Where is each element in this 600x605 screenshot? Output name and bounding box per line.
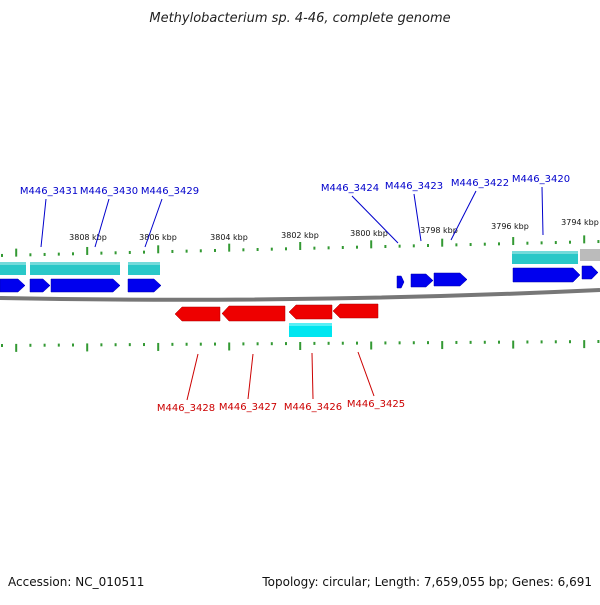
cds-forward-arrow[interactable] bbox=[50, 278, 121, 293]
cds-reverse-arrow[interactable] bbox=[174, 306, 221, 322]
accession-text: Accession: NC_010511 bbox=[8, 575, 144, 589]
scale-tick-label: 3802 kbp bbox=[281, 231, 319, 240]
cds-forward-arrow[interactable] bbox=[0, 278, 26, 293]
cds-forward-arrow[interactable] bbox=[29, 278, 51, 293]
gene-label-M446_3430[interactable]: M446_3430 bbox=[80, 186, 138, 197]
cds-reverse-arrow[interactable] bbox=[221, 305, 286, 322]
feature-block-highlight bbox=[289, 323, 332, 326]
feature-block[interactable] bbox=[128, 262, 160, 275]
cds-forward-arrow[interactable] bbox=[127, 278, 162, 293]
cds-forward-arrow[interactable] bbox=[581, 265, 599, 280]
gene-leader-line bbox=[94, 198, 110, 248]
scale-tick-label: 3800 kbp bbox=[350, 229, 388, 238]
gene-leader-line bbox=[186, 353, 199, 401]
label-leader-lines bbox=[40, 186, 544, 401]
scale-tick-label: 3798 kbp bbox=[420, 226, 458, 235]
gene-leader-line bbox=[351, 195, 399, 244]
genome-summary-text: Topology: circular; Length: 7,659,055 bp… bbox=[261, 575, 592, 589]
scale-tick-label: 3808 kbp bbox=[69, 233, 107, 242]
scale-tick-label: 3804 kbp bbox=[210, 233, 248, 242]
gene-label-M446_3428[interactable]: M446_3428 bbox=[157, 403, 215, 414]
feature-block[interactable] bbox=[0, 262, 26, 275]
feature-block-highlight bbox=[128, 262, 160, 265]
gene-leader-line bbox=[40, 198, 47, 248]
gene-label-M446_3423[interactable]: M446_3423 bbox=[385, 181, 443, 192]
cds-tracks bbox=[0, 265, 599, 322]
feature-block[interactable] bbox=[289, 323, 332, 337]
bottom-scale-ticks bbox=[1, 340, 600, 352]
gene-leader-line bbox=[357, 351, 375, 397]
gene-label-M446_3422[interactable]: M446_3422 bbox=[451, 178, 509, 189]
gene-leader-line bbox=[144, 198, 163, 248]
genome-backbone bbox=[0, 288, 600, 302]
feature-block-highlight bbox=[512, 251, 578, 254]
feature-block-highlight bbox=[30, 262, 120, 265]
map-title: Methylobacterium sp. 4-46, complete geno… bbox=[149, 11, 450, 26]
cds-forward-arrow[interactable] bbox=[433, 272, 468, 287]
gene-label-M446_3425[interactable]: M446_3425 bbox=[347, 399, 405, 410]
gene-leader-line bbox=[311, 352, 314, 400]
feature-block-highlight bbox=[0, 262, 26, 265]
scale-tick-label: 3796 kbp bbox=[491, 222, 529, 231]
feature-block[interactable] bbox=[30, 262, 120, 275]
gene-label-M446_3426[interactable]: M446_3426 bbox=[284, 402, 342, 413]
cds-reverse-arrow[interactable] bbox=[332, 303, 379, 319]
gene-leader-line bbox=[541, 186, 544, 236]
feature-block-grey[interactable] bbox=[580, 249, 600, 261]
feature-block[interactable] bbox=[512, 251, 578, 264]
cds-forward-arrow[interactable] bbox=[396, 275, 405, 289]
top-scale-ticks bbox=[1, 235, 600, 257]
cds-forward-arrow[interactable] bbox=[512, 267, 581, 283]
gene-leader-line bbox=[247, 353, 254, 400]
gene-leader-line bbox=[413, 193, 422, 242]
gene-leader-line bbox=[450, 190, 477, 241]
gene-label-M446_3429[interactable]: M446_3429 bbox=[141, 186, 199, 197]
cds-reverse-arrow[interactable] bbox=[288, 304, 333, 320]
scale-tick-label: 3794 kbp bbox=[561, 218, 599, 227]
gene-label-M446_3424[interactable]: M446_3424 bbox=[321, 183, 379, 194]
gene-labels: M446_3431 M446_3430 M446_3429 M446_3424 M446… bbox=[20, 174, 570, 414]
scale-tick-label: 3806 kbp bbox=[139, 233, 177, 242]
scale-tick-labels: 3808 kbp 3806 kbp 3804 kbp 3802 kbp 3800 kbp… bbox=[69, 218, 599, 242]
feature-tracks bbox=[0, 249, 600, 337]
gene-label-M446_3420[interactable]: M446_3420 bbox=[512, 174, 570, 185]
gene-label-M446_3431[interactable]: M446_3431 bbox=[20, 186, 78, 197]
gene-label-M446_3427[interactable]: M446_3427 bbox=[219, 402, 277, 413]
cds-forward-arrow[interactable] bbox=[410, 273, 434, 288]
